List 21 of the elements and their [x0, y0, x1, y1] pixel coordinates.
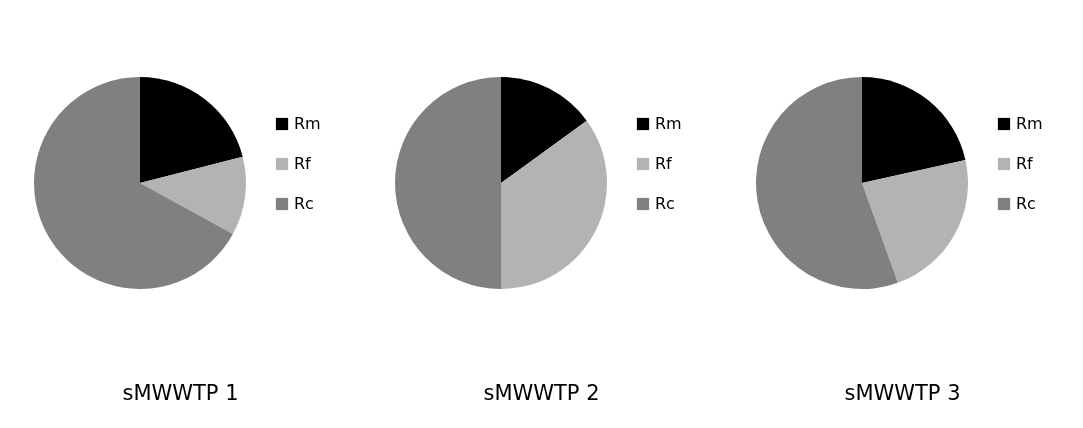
legend-label: Rc — [294, 194, 314, 213]
legend-label: Rm — [294, 114, 321, 133]
legend-label: Rc — [655, 194, 675, 213]
pie-slice — [395, 77, 501, 289]
text: sMWWTP 2 — [483, 381, 600, 405]
pie-slice — [501, 77, 587, 183]
legend-label: Rc — [1016, 194, 1036, 213]
pie-slice — [34, 77, 233, 289]
legend-label: Rf — [1016, 154, 1034, 173]
pie-slice — [501, 120, 607, 289]
pie-slice — [862, 77, 966, 183]
legend-label: Rm — [1016, 114, 1043, 133]
pie-slice — [862, 159, 968, 283]
pie-slice — [756, 77, 898, 289]
text: sMWWTP 1 — [122, 381, 239, 405]
legend-label: Rf — [655, 154, 673, 173]
text: sMWWTP 3 — [844, 381, 961, 405]
pie-slice — [140, 156, 246, 235]
legend-label: Rm — [655, 114, 682, 133]
legend-label: Rf — [294, 154, 312, 173]
pie-slice — [140, 77, 243, 183]
